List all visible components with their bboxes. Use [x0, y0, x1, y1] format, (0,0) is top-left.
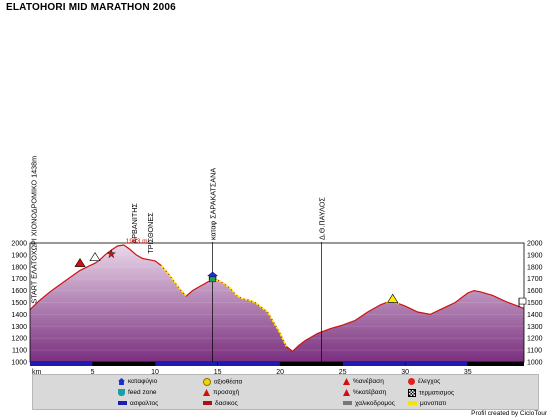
cup-icon — [118, 389, 125, 396]
y-tick-label: 1200 — [11, 336, 27, 343]
chart-legend: καταφύγιο αξιοθέατα %ανέβαση έλεγχος feed zo… — [32, 374, 539, 410]
legend-item: feed zone — [118, 389, 157, 397]
y-tick-label: 1300 — [11, 324, 27, 331]
bar-icon — [118, 401, 127, 406]
legend-label: μονοπατι — [420, 400, 447, 407]
legend-label: τερματισμος — [419, 389, 455, 397]
x-tick-label: 35 — [464, 369, 472, 376]
legend-label: feed zone — [128, 389, 157, 397]
legend-item: προσοχή — [203, 389, 239, 397]
descent-marker — [387, 293, 399, 303]
chart-title: ELATOHORI MID MARATHON 2006 — [6, 2, 176, 13]
trail-segment — [211, 279, 288, 347]
x-tick-label: 30 — [401, 369, 409, 376]
flag-icon — [408, 389, 416, 397]
annotation-label: Δ.Θ.ΠΑΥΛΟΣ — [317, 197, 326, 240]
caution-marker — [89, 252, 101, 261]
surface-bar-segment — [92, 362, 156, 366]
legend-item: δασικος — [203, 400, 238, 408]
x-axis-label: km — [32, 369, 42, 376]
feed-zone-marker — [209, 276, 216, 283]
legend-label: ασφαλτος — [130, 400, 159, 407]
legend-item: έλεγχος — [408, 378, 440, 386]
legend-label: %ανέβαση — [353, 378, 384, 386]
x-tick-label: 10 — [151, 369, 159, 376]
attraction-marker — [106, 249, 116, 259]
annotation-label: καταφ ΣΑΡΑΚΑΤΣΑΝΑ — [209, 168, 218, 240]
y-tick-label: 2000 — [11, 241, 27, 248]
y-tick-label-right: 1500 — [527, 300, 543, 307]
y-tick-label-right: 2000 — [527, 241, 543, 248]
y-tick-label-right: 1700 — [527, 276, 543, 283]
legend-label: αξιοθέατα — [214, 378, 243, 386]
stop-icon — [408, 378, 415, 385]
y-tick-label-right: 1900 — [527, 252, 543, 259]
triW-icon — [203, 389, 210, 396]
x-tick-label: 25 — [339, 369, 347, 376]
legend-item: μονοπατι — [408, 400, 446, 408]
triR-icon — [343, 389, 350, 396]
y-tick-label: 1700 — [11, 276, 27, 283]
y-tick-label-right: 1100 — [527, 348, 542, 355]
surface-bar — [30, 362, 524, 366]
legend-item: αξιοθέατα — [203, 378, 242, 387]
y-tick-label: 1100 — [12, 348, 27, 355]
annotation-label: ΑΡΒΑΝΙΤΗΣ — [130, 203, 139, 244]
house-icon — [118, 378, 125, 385]
finish-flag-marker — [518, 297, 527, 305]
x-tick-label: 5 — [91, 369, 95, 376]
triR-icon — [343, 378, 350, 385]
elevation-area — [30, 245, 524, 362]
bar-icon — [408, 401, 417, 406]
y-tick-label: 1400 — [11, 312, 27, 319]
surface-bar-segment — [280, 362, 343, 366]
y-tick-label-right: 1000 — [527, 360, 543, 367]
legend-item: %κατέβαση — [343, 389, 386, 397]
y-tick-label: 1800 — [11, 264, 27, 271]
annotation-label: ΤΡΙΣΘΟΝΕΣ — [146, 212, 155, 254]
legend-item: χαλικοδρομος — [343, 400, 395, 408]
legend-label: καταφύγιο — [128, 378, 158, 386]
y-tick-label: 1000 — [11, 360, 27, 367]
credit-text: Profil created by CicloTour — [471, 410, 547, 417]
y-tick-label: 1500 — [11, 300, 27, 307]
legend-label: %κατέβαση — [353, 389, 387, 397]
x-tick-label: 20 — [276, 369, 284, 376]
legend-label: έλεγχος — [418, 378, 441, 386]
ascent-marker — [74, 258, 86, 267]
legend-label: προσοχή — [213, 389, 240, 397]
smile-icon — [203, 378, 211, 386]
y-tick-label-right: 1600 — [527, 288, 543, 295]
legend-item: ασφαλτος — [118, 400, 158, 408]
legend-item: %ανέβαση — [343, 378, 384, 386]
legend-label: δασικος — [215, 400, 238, 407]
y-tick-label-right: 1800 — [527, 264, 543, 271]
y-tick-label: 1900 — [11, 252, 27, 259]
y-tick-label-right: 1400 — [527, 312, 543, 319]
y-tick-label: 1600 — [11, 288, 27, 295]
legend-label: χαλικοδρομος — [355, 400, 395, 407]
bar-icon — [343, 401, 352, 406]
legend-item: καταφύγιο — [118, 378, 157, 386]
y-tick-label-right: 1200 — [527, 336, 543, 343]
y-tick-label-right: 1300 — [527, 324, 543, 331]
trail-segment — [160, 265, 187, 297]
annotation-label: START ΕΛΑΤΟΧΩΡΙ ΧΙΟΝΟΔΡΟΜΙΚΟ 1438m — [30, 156, 39, 304]
x-tick-label: 15 — [214, 369, 222, 376]
max-elevation-label: 1983 m — [126, 238, 148, 245]
legend-item: τερματισμος — [408, 389, 454, 398]
bar-icon — [203, 401, 212, 406]
surface-bar-segment — [467, 362, 524, 366]
